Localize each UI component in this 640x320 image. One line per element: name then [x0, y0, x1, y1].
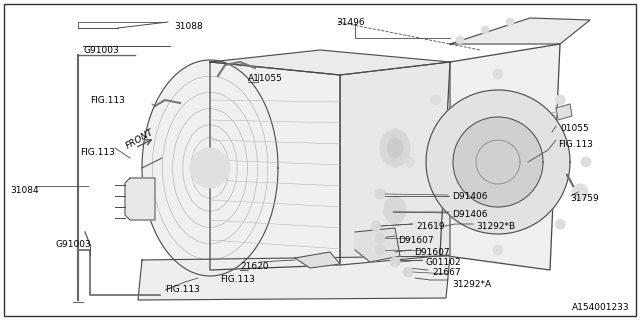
Text: FIG.113: FIG.113 [80, 148, 115, 157]
Circle shape [572, 184, 588, 200]
Circle shape [431, 95, 441, 105]
Circle shape [506, 18, 514, 26]
Circle shape [493, 69, 503, 79]
Text: 31292*A: 31292*A [452, 280, 491, 289]
Text: A11055: A11055 [248, 74, 283, 83]
Polygon shape [295, 252, 340, 268]
Text: D91406: D91406 [452, 192, 488, 201]
Text: G91003: G91003 [84, 46, 120, 55]
Circle shape [431, 219, 441, 229]
Text: G91003: G91003 [56, 240, 92, 249]
Circle shape [456, 36, 464, 44]
Text: A154001233: A154001233 [572, 303, 630, 312]
Text: 21620: 21620 [240, 262, 269, 271]
Polygon shape [142, 60, 278, 276]
Text: FIG.113: FIG.113 [165, 285, 200, 294]
Polygon shape [426, 90, 570, 234]
Text: FIG.113: FIG.113 [558, 140, 593, 149]
Circle shape [405, 157, 415, 167]
Text: FIG.113: FIG.113 [220, 275, 255, 284]
Text: FIG.113: FIG.113 [90, 96, 125, 105]
Polygon shape [125, 178, 155, 220]
Polygon shape [210, 62, 340, 270]
Circle shape [581, 157, 591, 167]
Circle shape [390, 257, 400, 267]
Ellipse shape [380, 129, 410, 167]
Ellipse shape [384, 196, 406, 224]
Circle shape [481, 26, 489, 34]
Circle shape [375, 233, 385, 243]
Circle shape [493, 245, 503, 255]
Text: 31088: 31088 [174, 22, 203, 31]
Polygon shape [138, 256, 450, 300]
Circle shape [383, 207, 393, 217]
Polygon shape [440, 44, 560, 270]
Circle shape [556, 219, 565, 229]
Polygon shape [450, 18, 590, 44]
Text: 21619: 21619 [416, 222, 445, 231]
Text: D91607: D91607 [398, 236, 434, 245]
Circle shape [375, 245, 385, 255]
Text: 21667: 21667 [432, 268, 461, 277]
Circle shape [190, 148, 230, 188]
Polygon shape [210, 50, 450, 75]
Text: G01102: G01102 [426, 258, 461, 267]
Text: D91406: D91406 [452, 210, 488, 219]
Ellipse shape [387, 138, 403, 158]
Text: 01055: 01055 [560, 124, 589, 133]
Circle shape [556, 95, 565, 105]
Circle shape [375, 189, 385, 199]
Polygon shape [556, 104, 572, 120]
Text: 31084: 31084 [10, 186, 38, 195]
Text: 31496: 31496 [336, 18, 365, 27]
Circle shape [371, 221, 381, 231]
Text: 31759: 31759 [570, 194, 599, 203]
Circle shape [403, 267, 413, 277]
Text: FRONT: FRONT [124, 128, 155, 151]
Polygon shape [453, 117, 543, 207]
Text: 31292*B: 31292*B [476, 222, 515, 231]
Polygon shape [340, 62, 450, 265]
Polygon shape [355, 228, 400, 262]
Text: D91607: D91607 [414, 248, 450, 257]
